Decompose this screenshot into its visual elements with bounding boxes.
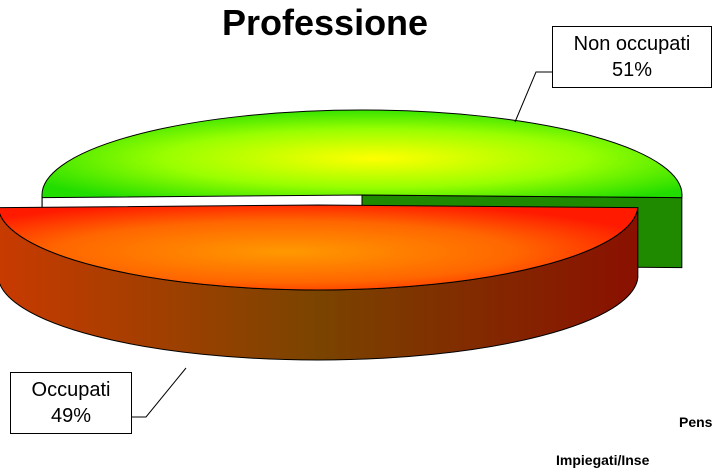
leader-line-non-occupati	[515, 72, 552, 122]
slice-label-occupati: Occupati 49%	[10, 372, 132, 434]
slice-label-name: Non occupati	[559, 31, 705, 57]
leader-line-occupati	[132, 368, 186, 417]
slice-label-name: Occupati	[17, 377, 125, 403]
slice-label-non-occupati: Non occupati 51%	[552, 26, 712, 88]
slice-label-value: 51%	[559, 57, 705, 83]
slice-top-0	[42, 110, 682, 198]
slice-label-value: 49%	[17, 403, 125, 429]
background-text-fragment: Pens	[679, 414, 712, 430]
background-text-fragment: Impiegati/Inse	[556, 452, 649, 468]
chart-title: Professione	[222, 2, 428, 44]
